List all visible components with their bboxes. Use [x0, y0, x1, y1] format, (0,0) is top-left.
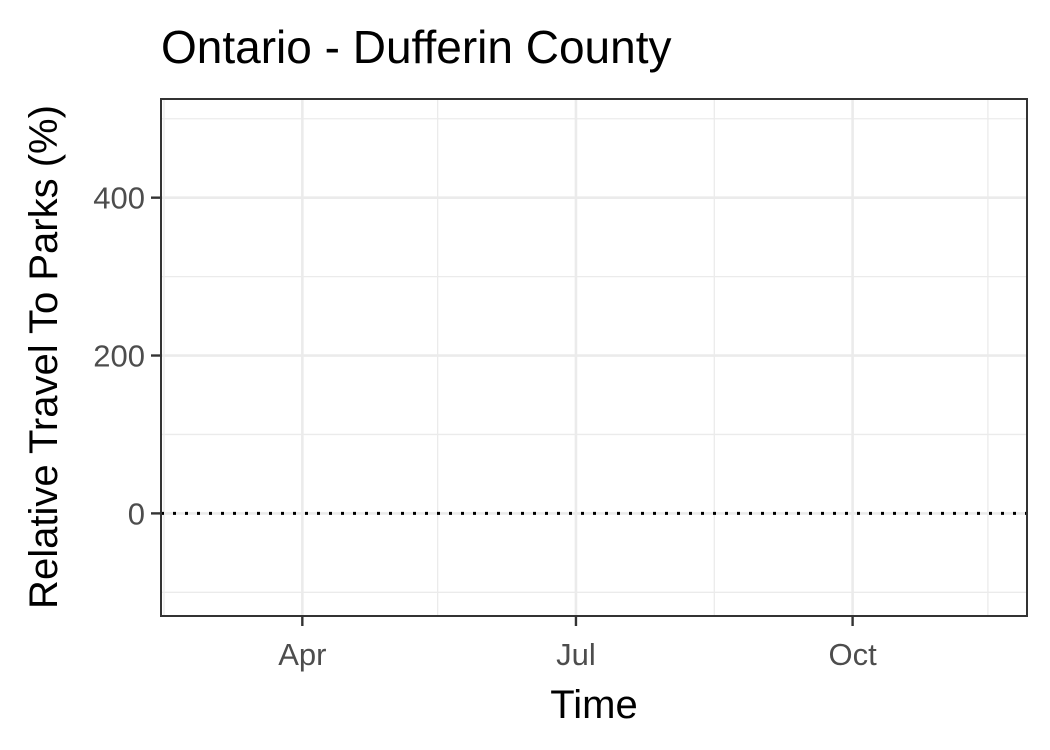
major-gridlines: [161, 99, 1027, 616]
plot-panel: [160, 98, 1028, 617]
y-axis: 0 200 400: [93, 181, 161, 531]
y-tick-label: 400: [93, 181, 145, 216]
chart-title: Ontario - Dufferin County: [161, 21, 672, 73]
minor-gridlines: [161, 99, 1027, 616]
x-tick-label: Apr: [278, 637, 326, 672]
x-tick-label: Jul: [556, 637, 596, 672]
y-tick-label: 200: [93, 339, 145, 374]
x-axis: Apr Jul Oct: [278, 616, 877, 672]
x-axis-title: Time: [550, 683, 637, 727]
x-tick-label: Oct: [828, 637, 877, 672]
y-axis-title: Relative Travel To Parks (%): [22, 105, 66, 609]
y-tick-label: 0: [128, 496, 145, 531]
